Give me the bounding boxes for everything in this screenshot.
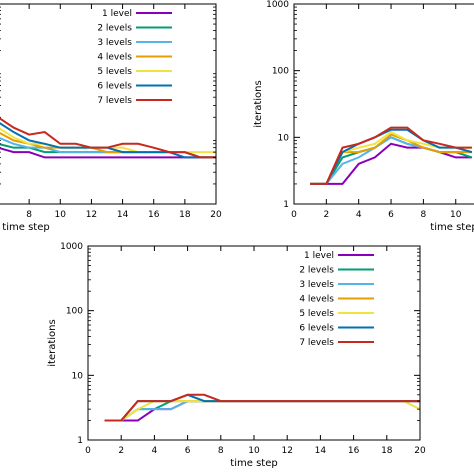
series-line-4 [310, 133, 472, 185]
plot-frame [293, 3, 474, 205]
series-line-1 [310, 142, 472, 185]
series-line-1 [104, 400, 420, 422]
legend-label: 3 levels [299, 280, 334, 290]
x-tick-label: 16 [148, 210, 160, 220]
x-tick-label: 12 [86, 210, 97, 220]
x-tick-label: 4 [356, 210, 362, 220]
chart-1: 8 10 12 14 16 18 20 time step 1 level 2 levels 3 l… [0, 3, 222, 233]
chart-3: 0 2 4 6 8 10 12 14 16 18 20 1 10 100 1000 time step iter… [47, 242, 426, 469]
y-tick-label: 10 [72, 371, 84, 381]
y-axis-label: iterations [47, 319, 58, 366]
x-tick-label: 18 [179, 210, 191, 220]
series-line-7 [0, 117, 216, 159]
x-tick-label: 12 [281, 446, 292, 456]
y-tick-label: 1000 [266, 0, 289, 10]
x-tick-label: 10 [450, 210, 462, 220]
x-tick-label: 10 [55, 210, 67, 220]
x-tick-label: 0 [85, 446, 91, 456]
legend: 1 level 2 levels 3 levels 4 levels 5 levels 6… [299, 251, 374, 348]
y-tick-label: 100 [272, 67, 289, 77]
x-tick-label: 20 [210, 210, 222, 220]
legend-label: 7 levels [299, 338, 334, 348]
x-tick-label: 10 [248, 446, 260, 456]
x-tick-label: 6 [185, 446, 191, 456]
x-tick-label: 14 [117, 210, 129, 220]
x-axis-label: time step [2, 222, 49, 233]
series-line-1 [0, 147, 216, 159]
legend-label: 1 level [304, 251, 334, 261]
x-tick-label: 0 [291, 210, 297, 220]
x-tick-label: 2 [323, 210, 329, 220]
legend-label: 4 levels [97, 53, 132, 63]
legend-label: 4 levels [299, 295, 334, 305]
y-tick-label: 1 [77, 436, 83, 446]
legend-label: 2 levels [299, 266, 334, 276]
x-tick-label: 2 [118, 446, 124, 456]
series-line-5 [310, 130, 472, 185]
series-line-7 [310, 126, 472, 185]
x-tick-label: 4 [152, 446, 158, 456]
legend-label: 5 levels [97, 67, 132, 77]
legend-label: 6 levels [97, 82, 132, 92]
legend-label: 6 levels [299, 324, 334, 334]
y-axis-label: iterations [253, 80, 264, 127]
series-line-7 [104, 393, 420, 422]
x-tick-label: 8 [421, 210, 427, 220]
x-tick-label: 6 [388, 210, 394, 220]
y-tick-label: 100 [66, 307, 83, 317]
x-tick-label: 18 [381, 446, 393, 456]
x-tick-label: 16 [348, 446, 360, 456]
x-tick-label: 14 [315, 446, 327, 456]
legend-label: 3 levels [97, 38, 132, 48]
series-line-6 [310, 128, 473, 185]
legend: 1 level 2 levels 3 levels 4 levels 5 levels 6… [97, 9, 172, 106]
y-tick-label: 1000 [60, 242, 83, 252]
legend-label: 2 levels [97, 24, 132, 34]
series-line-6 [104, 393, 420, 422]
legend-label: 7 levels [97, 96, 132, 106]
x-tick-label: 20 [414, 446, 426, 456]
x-tick-label: 8 [218, 446, 224, 456]
legend-label: 1 level [102, 9, 132, 19]
y-tick-label: 10 [278, 133, 290, 143]
x-axis-label: time step [430, 222, 474, 233]
series-line-2 [0, 143, 216, 159]
plot-frame [0, 3, 217, 205]
x-tick-label: 8 [26, 210, 32, 220]
legend-label: 5 levels [299, 309, 334, 319]
x-axis-label: time step [230, 458, 277, 469]
chart-2: 0 2 4 6 8 10 1 10 100 1000 time step iterations [253, 0, 474, 233]
y-tick-label: 1 [283, 200, 289, 210]
